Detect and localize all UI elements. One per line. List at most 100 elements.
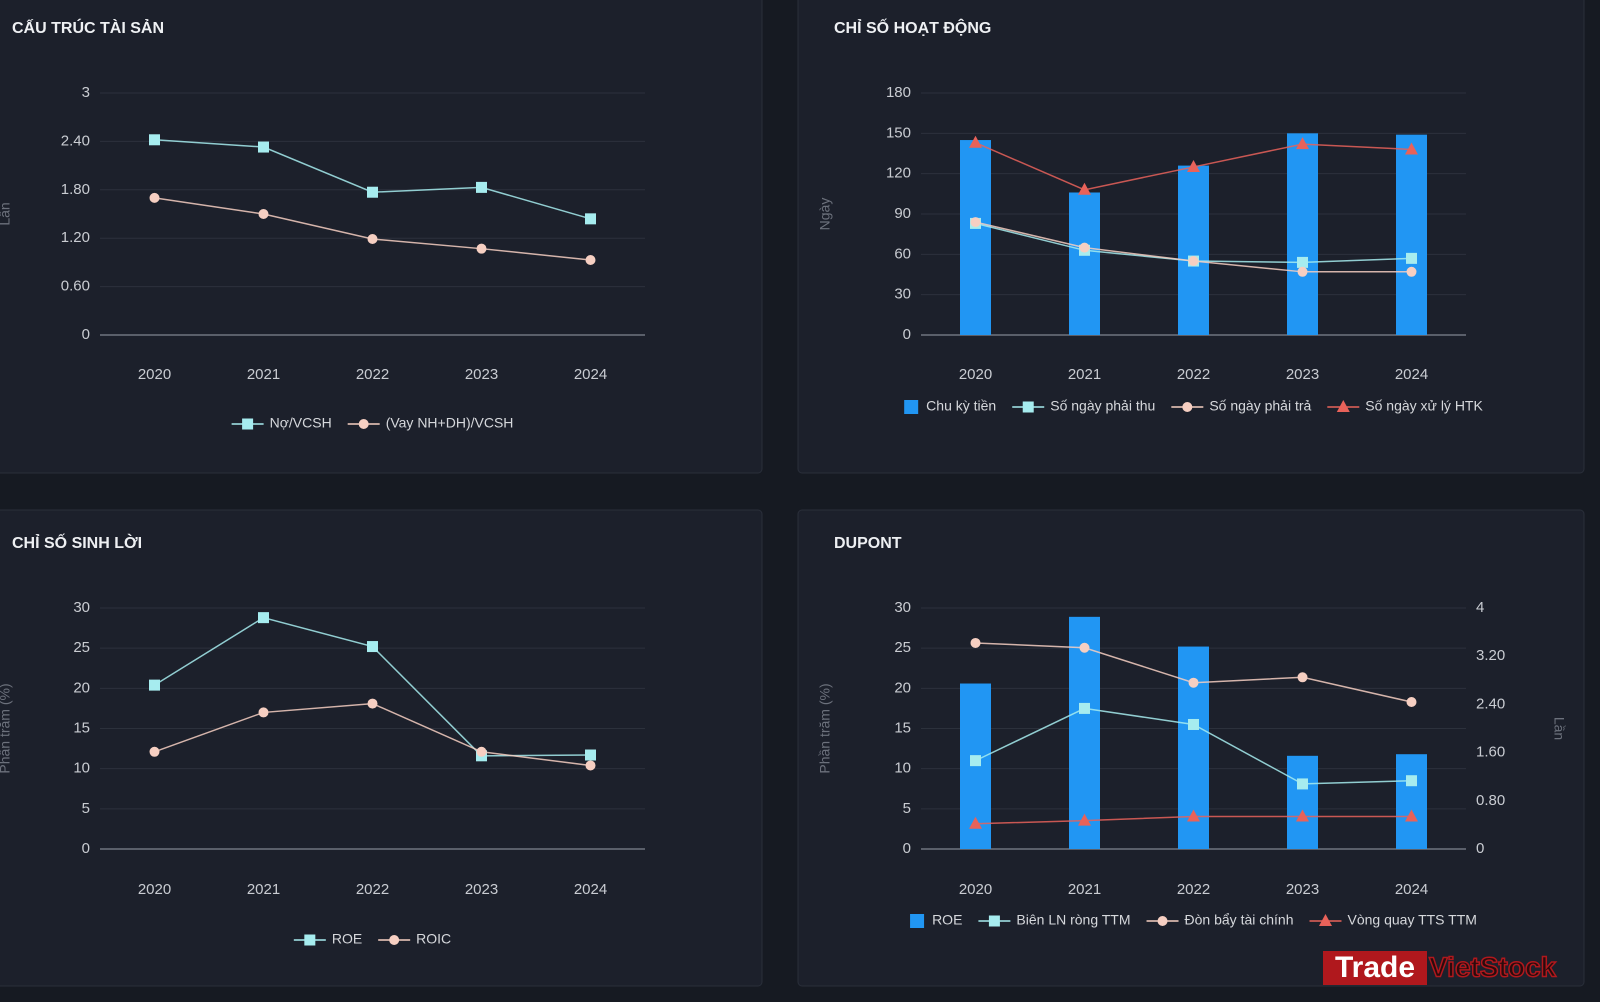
x-tick-label: 2022 [356,881,389,898]
marker [358,419,369,429]
legend-item: Số ngày phải trả [1171,398,1311,414]
legend-label: ROE [932,912,962,928]
marker [1406,775,1417,787]
chart-title: CHỈ SỐ SINH LỜI [12,532,142,552]
marker [258,612,269,624]
y-tick-label: 30 [73,599,90,616]
legend-label: ROIC [416,931,451,947]
x-tick-label: 2023 [1286,881,1319,898]
y-tick-label: 30 [894,599,911,616]
x-tick-label: 2020 [138,881,171,898]
y-tick-label: 120 [886,165,911,182]
y2-axis-title: Lần [1551,717,1567,740]
legend: Nợ/VCSH (Vay NH+DH)/VCSH [231,415,514,431]
marker [1187,809,1200,822]
marker [367,698,378,709]
y-tick-label: 0 [903,840,911,857]
legend-label: Vòng quay TTS TTM [1348,912,1477,928]
y-tick-label: 2.40 [61,132,90,149]
marker [1079,642,1090,653]
y-tick-label: 10 [894,760,911,777]
legend: Chu kỳ tiền Số ngày phải thu Số ngày phải … [904,398,1483,414]
legend-label: Chu kỳ tiền [926,398,996,414]
y-axis-title: Phần trăm (%) [0,683,13,773]
marker [969,135,982,148]
bar [1396,754,1427,849]
y-tick-label: 15 [73,719,90,736]
marker [476,243,487,254]
marker [242,418,254,430]
y-tick-label: 60 [894,245,911,262]
panel [0,0,763,474]
watermark-brand: Trade [1335,951,1415,984]
bar [1287,755,1318,849]
y-tick-label: 0 [82,840,90,857]
marker [1297,256,1308,268]
x-tick-label: 2021 [247,366,280,383]
marker [1406,252,1417,264]
legend-item: Biên LN ròng TTM [978,912,1131,928]
marker [149,746,160,757]
y-axis-title: Phần trăm (%) [817,683,833,773]
bar [960,140,991,335]
y-tick-label: 25 [894,639,911,656]
legend: ROE ROIC [293,931,451,947]
legend-item: Chu kỳ tiền [904,398,996,414]
x-tick-label: 2020 [138,366,171,383]
marker [1406,266,1417,277]
y-tick-label: 10 [73,760,90,777]
legend: ROE Biên LN ròng TTM Đòn bẩy tài chính Vòng… [910,912,1477,928]
y-axis-title: Lần [0,202,13,225]
bar [1396,134,1427,335]
marker [1188,256,1199,267]
x-tick-label: 2023 [465,881,498,898]
y-tick-label: 150 [886,124,911,141]
y-tick-label: 5 [903,800,911,817]
legend-label: Nợ/VCSH [270,415,332,431]
x-tick-label: 2022 [1177,366,1210,383]
y-tick-label: 1.80 [61,181,90,198]
bar [1069,616,1100,849]
y-tick-label: 90 [894,205,911,222]
y-tick-label: 15 [894,719,911,736]
legend-item: (Vay NH+DH)/VCSH [347,415,514,431]
legend-swatch [904,400,919,414]
marker [1297,778,1308,790]
legend-swatch [910,914,925,928]
x-tick-label: 2020 [959,881,992,898]
legend-item: Vòng quay TTS TTM [1309,912,1477,928]
x-tick-label: 2021 [1068,366,1101,383]
bar [1069,192,1100,335]
legend-item: Nợ/VCSH [231,415,332,431]
y-tick-label: 0.60 [61,278,90,295]
x-tick-label: 2023 [465,366,498,383]
chart-title: CẤU TRÚC TÀI SẢN [12,18,164,37]
legend-label: Số ngày phải trả [1209,398,1311,414]
y-tick-label: 25 [73,639,90,656]
marker [476,746,487,757]
marker [1188,677,1199,688]
chart-title: CHỈ SỐ HOẠT ĐỘNG [834,17,991,37]
x-tick-label: 2021 [1068,881,1101,898]
marker [969,816,982,829]
legend-label: Số ngày phải thu [1050,398,1155,414]
marker [585,254,596,265]
y2-tick-label: 2.40 [1476,695,1505,712]
marker [1336,400,1350,412]
y-tick-label: 30 [894,286,911,303]
marker [476,181,487,193]
marker [367,186,378,198]
legend-label: (Vay NH+DH)/VCSH [386,415,514,431]
y-tick-label: 20 [73,679,90,696]
y2-tick-label: 0.80 [1476,792,1505,809]
x-tick-label: 2020 [959,366,992,383]
y-tick-label: 180 [886,84,911,101]
marker [970,637,981,648]
y2-tick-label: 1.60 [1476,744,1505,761]
legend-item: Đòn bẩy tài chính [1146,912,1294,928]
x-tick-label: 2022 [1177,881,1210,898]
marker [304,934,316,946]
marker [1319,914,1332,926]
marker [1297,672,1308,683]
marker [970,217,981,228]
